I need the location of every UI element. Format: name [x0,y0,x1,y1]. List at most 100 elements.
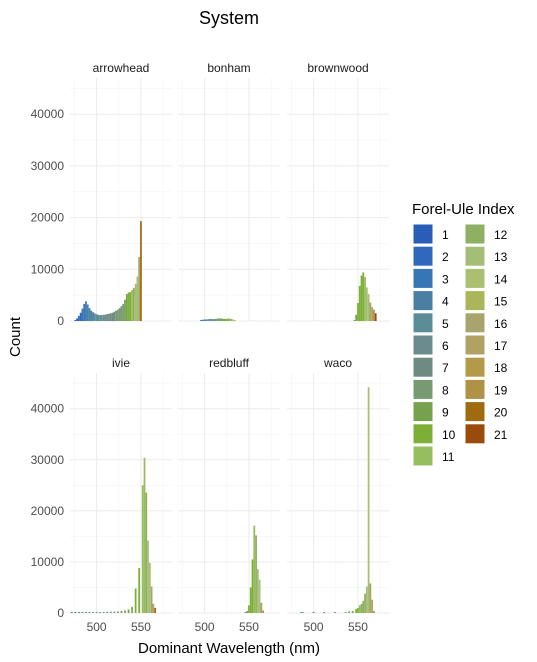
histogram-bar [351,610,354,613]
histogram-bar [125,294,128,321]
legend-swatch [412,445,434,467]
facet-panel-arrowhead: arrowhead 0 10000 20000 30000 40000 [31,61,172,328]
histogram-bar [233,319,236,321]
legend-item-20: 20 [464,401,508,423]
histogram-bar [302,612,304,613]
legend-label: 5 [442,317,449,331]
histogram-bar [138,568,141,613]
facet-strip-label: waco [323,356,352,370]
legend-item-19: 19 [464,378,508,400]
histogram-bar [113,611,116,613]
histogram-bar [300,612,303,613]
legend-item-10: 10 [412,423,456,445]
histogram-bar [207,319,210,321]
histogram-bar [362,272,365,321]
histogram-bar [217,318,220,321]
legend-label: 20 [494,406,508,420]
facet-strip-label: brownwood [307,61,368,75]
facet-strip-label: redbluff [209,356,249,370]
histogram-bar [74,319,77,321]
histogram-bar [369,583,372,613]
histogram-bar [77,611,80,613]
histogram-bar [358,605,361,613]
histogram-bar [260,602,263,613]
histogram-bar [205,319,208,321]
histogram-bar [253,525,256,613]
histogram-bar [210,318,213,321]
legend-label: 3 [442,272,449,286]
histogram-bar [209,318,211,321]
histogram-bar [371,599,374,613]
histogram-bar [106,314,109,321]
histogram-bar [221,318,224,321]
histogram-bar [262,610,265,613]
x-tick-label: 500 [87,620,107,634]
y-tick-label: 10000 [31,262,65,276]
histogram-bar [249,587,252,613]
y-tick-label: 20000 [31,211,65,225]
histogram-bar [256,569,259,613]
y-tick-label: 30000 [31,453,65,467]
histogram-bar [124,299,126,321]
histogram-bar [226,318,229,321]
legend-swatch [464,312,486,334]
histogram-bar [355,608,358,613]
histogram-bar [95,314,98,321]
histogram-bar [131,606,133,613]
facet-panel-waco: waco 500 550 [287,356,389,634]
legend-label: 11 [442,450,455,464]
legend-swatch [464,290,486,312]
legend-item-4: 4 [412,290,449,312]
y-tick-label: 20000 [31,504,65,518]
legend-swatch [464,423,486,445]
histogram-bar [106,611,109,613]
panel-grid [287,373,389,614]
legend-label: 13 [494,250,508,264]
facet-strip-label: ivie [112,356,130,370]
histogram-bar [232,319,234,321]
histogram-bar [203,319,206,321]
histogram-bar [364,593,366,613]
histogram-bar [132,287,135,321]
histogram-bar [101,315,103,321]
histogram-bar [76,318,78,321]
histogram-bar [124,610,126,613]
histogram-bar [138,256,141,321]
legend-swatch [464,378,486,400]
histogram-bar [102,611,105,613]
x-tick-label: 550 [348,620,368,634]
legend-item-1: 1 [412,223,449,245]
facet-panel-brownwood: brownwood [287,61,389,322]
legend-label: 18 [494,361,508,375]
legend-item-9: 9 [412,401,449,423]
histogram-bar [246,610,249,613]
legend-swatch [412,423,434,445]
histogram-bar [371,307,374,321]
legend-item-5: 5 [412,312,449,334]
legend-item-17: 17 [464,334,508,356]
histogram-bar [367,294,370,321]
histogram-bar [228,318,231,321]
legend-item-2: 2 [412,245,449,267]
histogram-bar [104,314,107,321]
histogram-bar [312,611,315,613]
histogram-bar [115,310,118,321]
legend-swatch [412,312,434,334]
histogram-bar [90,310,93,321]
legend-item-8: 8 [412,378,449,400]
histogram-bar [74,611,77,613]
histogram-bar [117,611,119,613]
histogram-bar [92,611,94,613]
legend-swatch [412,401,434,423]
histogram-bar [113,311,116,321]
x-axis-title: Dominant Wavelength (nm) [138,640,320,657]
histogram-bar [248,605,250,613]
histogram-bar [102,314,105,321]
panels-layer: arrowhead 0 10000 20000 30000 40000 bonham brow… [31,61,389,634]
histogram-bar [219,318,222,321]
facet-panel-ivie: ivie 0 10000 20000 30000 40000 500 550 [31,356,172,634]
legend-label: 2 [442,250,449,264]
legend-label: 10 [442,428,456,442]
